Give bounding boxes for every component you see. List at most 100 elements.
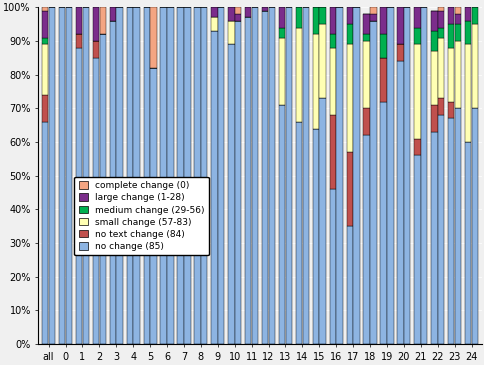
Bar xyxy=(396,61,403,344)
Bar xyxy=(92,7,99,41)
Bar xyxy=(302,7,308,344)
Bar xyxy=(244,7,251,18)
Bar xyxy=(430,105,437,132)
Bar xyxy=(76,48,82,344)
Bar xyxy=(211,31,217,344)
Bar xyxy=(42,95,48,122)
Bar xyxy=(244,18,251,344)
Bar xyxy=(396,45,403,61)
Bar xyxy=(329,34,335,48)
Bar xyxy=(454,24,460,41)
Bar xyxy=(464,142,470,344)
Bar xyxy=(471,7,477,24)
Bar xyxy=(261,7,268,11)
Bar xyxy=(42,11,48,38)
Bar xyxy=(430,31,437,51)
Bar xyxy=(352,7,359,344)
Bar xyxy=(167,7,173,344)
Bar xyxy=(109,21,116,344)
Bar xyxy=(295,122,302,344)
Bar xyxy=(454,14,460,24)
Bar xyxy=(363,14,369,34)
Bar xyxy=(329,115,335,189)
Bar xyxy=(346,24,352,45)
Bar xyxy=(76,34,82,48)
Bar xyxy=(369,14,376,21)
Bar xyxy=(403,7,409,344)
Bar xyxy=(177,7,183,344)
Bar xyxy=(211,7,217,18)
Bar xyxy=(430,11,437,31)
Bar xyxy=(464,45,470,142)
Bar xyxy=(295,27,302,122)
Bar xyxy=(184,7,190,344)
Bar xyxy=(278,38,285,105)
Bar xyxy=(454,108,460,344)
Bar xyxy=(447,118,454,344)
Bar xyxy=(295,7,302,27)
Bar xyxy=(278,27,285,38)
Bar xyxy=(379,101,386,344)
Bar xyxy=(363,34,369,41)
Bar xyxy=(278,7,285,27)
Bar xyxy=(76,7,82,34)
Bar xyxy=(227,45,234,344)
Bar xyxy=(59,7,65,344)
Bar xyxy=(471,108,477,344)
Bar xyxy=(319,7,325,24)
Bar xyxy=(346,152,352,226)
Bar xyxy=(447,101,454,118)
Bar xyxy=(261,11,268,344)
Bar xyxy=(227,7,234,21)
Bar xyxy=(363,135,369,344)
Bar xyxy=(464,21,470,45)
Bar xyxy=(234,14,241,21)
Bar xyxy=(363,108,369,135)
Bar xyxy=(346,226,352,344)
Bar xyxy=(396,7,403,45)
Bar xyxy=(379,7,386,34)
Bar xyxy=(285,7,291,344)
Bar xyxy=(437,27,443,38)
Bar xyxy=(329,7,335,34)
Bar xyxy=(447,24,454,48)
Bar xyxy=(319,98,325,344)
Bar xyxy=(369,7,376,14)
Bar xyxy=(133,7,139,344)
Bar xyxy=(413,155,420,344)
Bar xyxy=(42,38,48,45)
Bar xyxy=(386,7,393,344)
Bar xyxy=(42,122,48,344)
Bar xyxy=(227,21,234,45)
Bar xyxy=(217,7,224,344)
Bar xyxy=(312,128,318,344)
Bar xyxy=(329,189,335,344)
Legend: complete change (0), large change (1-28), medium change (29-56), small change (5: complete change (0), large change (1-28)… xyxy=(74,177,208,256)
Bar xyxy=(363,41,369,108)
Bar xyxy=(413,7,420,27)
Bar xyxy=(454,7,460,14)
Bar xyxy=(319,24,325,98)
Bar xyxy=(464,7,470,21)
Bar xyxy=(150,7,156,68)
Bar xyxy=(369,21,376,344)
Bar xyxy=(126,7,133,344)
Bar xyxy=(211,18,217,31)
Bar xyxy=(413,45,420,139)
Bar xyxy=(447,7,454,24)
Bar xyxy=(346,7,352,24)
Bar xyxy=(150,68,156,344)
Bar xyxy=(234,21,241,344)
Bar xyxy=(109,7,116,21)
Bar xyxy=(346,45,352,152)
Bar xyxy=(99,7,106,34)
Bar xyxy=(143,7,150,344)
Bar xyxy=(312,7,318,34)
Bar xyxy=(42,45,48,95)
Bar xyxy=(201,7,207,344)
Bar xyxy=(278,105,285,344)
Bar xyxy=(42,7,48,11)
Bar xyxy=(92,41,99,58)
Bar xyxy=(99,34,106,344)
Bar xyxy=(413,139,420,155)
